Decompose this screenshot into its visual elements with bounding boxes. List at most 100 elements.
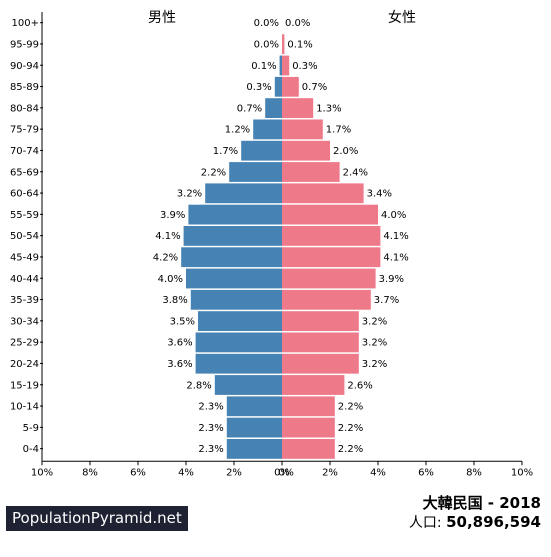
male-value-label: 1.2%	[225, 125, 250, 136]
age-label: 60-64	[10, 189, 39, 200]
male-value-label: 0.0%	[254, 18, 279, 29]
female-value-label: 3.4%	[367, 189, 392, 200]
female-title: 女性	[388, 9, 416, 26]
male-value-label: 0.1%	[251, 61, 276, 72]
x-tick-label: 8%	[82, 467, 98, 478]
male-value-label: 3.5%	[170, 316, 195, 327]
male-bar	[253, 119, 282, 140]
male-bar	[226, 417, 282, 438]
x-tick-label: 8%	[466, 467, 482, 478]
male-bar	[190, 289, 282, 310]
age-label: 80-84	[10, 103, 39, 114]
male-bar	[186, 268, 282, 289]
age-label: 10-14	[10, 402, 39, 413]
x-tick-label: 2%	[226, 467, 242, 478]
female-value-label: 2.0%	[333, 146, 358, 157]
male-value-label: 2.8%	[186, 380, 211, 391]
male-bar	[226, 396, 282, 417]
female-value-label: 2.6%	[347, 380, 372, 391]
male-bar	[214, 375, 282, 395]
male-bar	[195, 332, 282, 353]
age-label: 5-9	[23, 423, 39, 434]
x-tick-label: 2%	[322, 467, 338, 478]
age-label: 25-29	[10, 338, 39, 349]
female-bar	[282, 268, 376, 289]
age-label: 95-99	[10, 39, 39, 50]
male-value-label: 0.7%	[237, 103, 262, 114]
female-value-label: 4.0%	[381, 210, 406, 221]
male-value-label: 3.8%	[162, 295, 187, 306]
male-bar	[183, 226, 282, 246]
female-bar	[282, 162, 340, 182]
female-bar	[282, 119, 323, 140]
x-tick-label: 6%	[130, 467, 146, 478]
male-value-label: 3.2%	[177, 189, 202, 200]
age-label: 100+	[12, 18, 39, 29]
male-value-label: 4.2%	[153, 252, 178, 263]
male-value-label: 2.3%	[198, 402, 223, 413]
male-bar	[274, 76, 282, 97]
age-label: 15-19	[10, 380, 39, 391]
female-bar	[282, 332, 359, 353]
female-value-label: 0.3%	[292, 61, 317, 72]
female-bar	[282, 353, 359, 374]
age-label: 45-49	[10, 252, 39, 263]
male-bar	[195, 353, 282, 374]
male-bar	[226, 439, 282, 459]
female-value-label: 0.0%	[285, 18, 310, 29]
age-label: 85-89	[10, 82, 39, 93]
male-bar	[188, 204, 282, 225]
population-pyramid-chart: 男性 女性 100+ 0.0% 0.0% 95-99 0.0% 0.1% 90-94 0.1%…	[10, 9, 533, 478]
male-bar	[265, 98, 282, 118]
population-label: 人口:	[408, 515, 442, 531]
female-bar	[282, 204, 378, 225]
country-year-title: 大韓民国 - 2018	[422, 494, 541, 512]
age-label: 40-44	[10, 274, 39, 285]
female-bar	[282, 289, 371, 310]
female-value-label: 3.9%	[379, 274, 404, 285]
brand-logo[interactable]: PopulationPyramid.net	[6, 506, 188, 531]
age-label: 35-39	[10, 295, 39, 306]
population-line: 人口: 50,896,594	[409, 512, 541, 532]
male-value-label: 4.0%	[158, 274, 183, 285]
age-label: 75-79	[10, 125, 39, 136]
female-value-label: 3.2%	[362, 359, 387, 370]
male-title: 男性	[148, 10, 176, 26]
age-label: 65-69	[10, 167, 39, 178]
female-value-label: 2.2%	[338, 423, 363, 434]
male-bar	[181, 247, 282, 268]
male-value-label: 3.9%	[160, 210, 185, 221]
male-value-label: 0.3%	[246, 82, 271, 93]
female-value-label: 1.7%	[326, 125, 351, 136]
age-label: 0-4	[23, 444, 39, 455]
female-value-label: 2.4%	[343, 167, 368, 178]
female-bar	[282, 247, 381, 268]
female-bar	[282, 55, 290, 76]
male-value-label: 2.3%	[198, 423, 223, 434]
x-tick-label: 4%	[370, 467, 386, 478]
male-bar	[279, 55, 282, 76]
female-value-label: 0.7%	[302, 82, 327, 93]
female-value-label: 2.2%	[338, 444, 363, 455]
age-label: 30-34	[10, 316, 39, 327]
male-value-label: 2.3%	[198, 444, 223, 455]
female-value-label: 3.2%	[362, 316, 387, 327]
age-label: 20-24	[10, 359, 39, 370]
female-bar	[282, 183, 364, 204]
female-value-label: 4.1%	[383, 252, 408, 263]
female-bar	[282, 98, 314, 118]
x-tick-label: 6%	[418, 467, 434, 478]
female-bar	[282, 375, 345, 395]
female-value-label: 1.3%	[316, 103, 341, 114]
female-value-label: 3.7%	[374, 295, 399, 306]
female-value-label: 0.1%	[287, 39, 312, 50]
female-bar	[282, 34, 285, 55]
age-label: 90-94	[10, 61, 39, 72]
male-value-label: 3.6%	[167, 359, 192, 370]
male-bar	[229, 162, 282, 182]
male-value-label: 3.6%	[167, 338, 192, 349]
male-value-label: 1.7%	[213, 146, 238, 157]
female-bar	[282, 140, 330, 161]
male-value-label: 0.0%	[254, 39, 279, 50]
age-label: 70-74	[10, 146, 39, 157]
